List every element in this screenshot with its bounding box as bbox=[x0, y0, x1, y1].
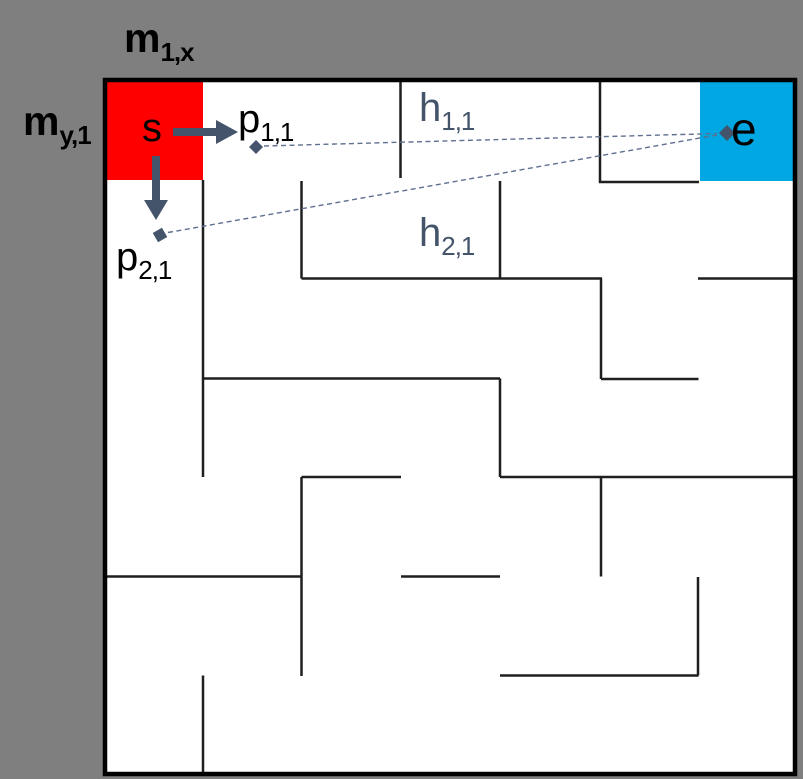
label-m-y1: my,1 bbox=[23, 98, 92, 149]
start-label: s bbox=[142, 106, 162, 150]
label-m-1x-sub: 1,x bbox=[160, 37, 194, 67]
label-h-21-sub: 2,1 bbox=[441, 231, 475, 261]
label-m-1x: m1,x bbox=[124, 15, 195, 66]
end-cell bbox=[700, 82, 796, 181]
label-p-21-main: p bbox=[116, 235, 139, 279]
arrow-down-head bbox=[144, 200, 168, 220]
label-p-11-sub: 1,1 bbox=[260, 117, 294, 147]
label-m-y1-main: m bbox=[23, 98, 60, 144]
label-p-11: p1,1 bbox=[238, 97, 294, 145]
label-h-11: h1,1 bbox=[419, 86, 475, 134]
maze-background bbox=[105, 80, 795, 774]
end-label: e bbox=[731, 103, 757, 155]
arrow-right-head bbox=[216, 120, 238, 144]
label-h-21-main: h bbox=[419, 211, 442, 255]
p11-marker bbox=[249, 140, 263, 154]
label-h-11-sub: 1,1 bbox=[441, 106, 475, 136]
label-m-1x-main: m bbox=[124, 15, 161, 61]
label-p-11-main: p bbox=[238, 97, 261, 141]
label-m-y1-sub: y,1 bbox=[59, 120, 91, 150]
label-h-21: h2,1 bbox=[419, 211, 475, 259]
label-p-21: p2,1 bbox=[116, 235, 172, 283]
sightline-p11-e bbox=[263, 132, 718, 147]
e-marker bbox=[719, 125, 735, 141]
label-h-11-main: h bbox=[419, 86, 442, 130]
maze-border bbox=[102, 77, 798, 777]
label-p-21-sub: 2,1 bbox=[138, 255, 172, 285]
p21-marker bbox=[152, 227, 168, 243]
